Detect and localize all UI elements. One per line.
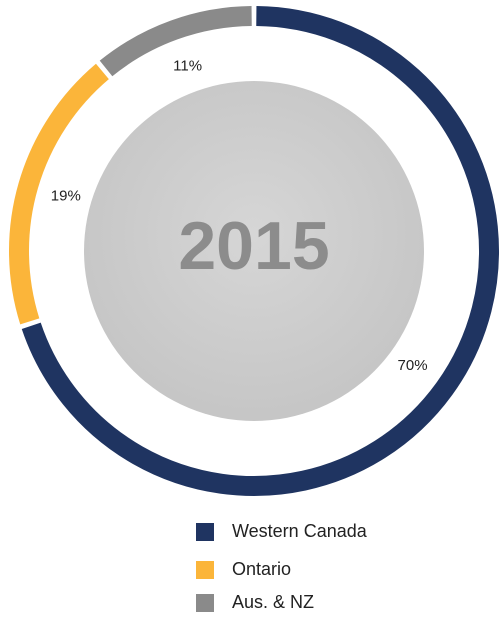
slice — [99, 6, 252, 77]
value-label: 19% — [51, 187, 81, 204]
legend-label: Aus. & NZ — [232, 592, 314, 612]
legend-swatch — [196, 523, 214, 541]
value-label: 70% — [398, 357, 428, 374]
slice — [21, 6, 499, 496]
legend-label: Western Canada — [232, 521, 368, 541]
center-text: 2015 — [178, 208, 329, 284]
legend-label: Ontario — [232, 559, 291, 579]
center-disc — [84, 81, 424, 421]
slice — [9, 63, 109, 325]
legend-swatch — [196, 594, 214, 612]
legend-swatch — [196, 561, 214, 579]
value-label: 11% — [173, 58, 202, 75]
